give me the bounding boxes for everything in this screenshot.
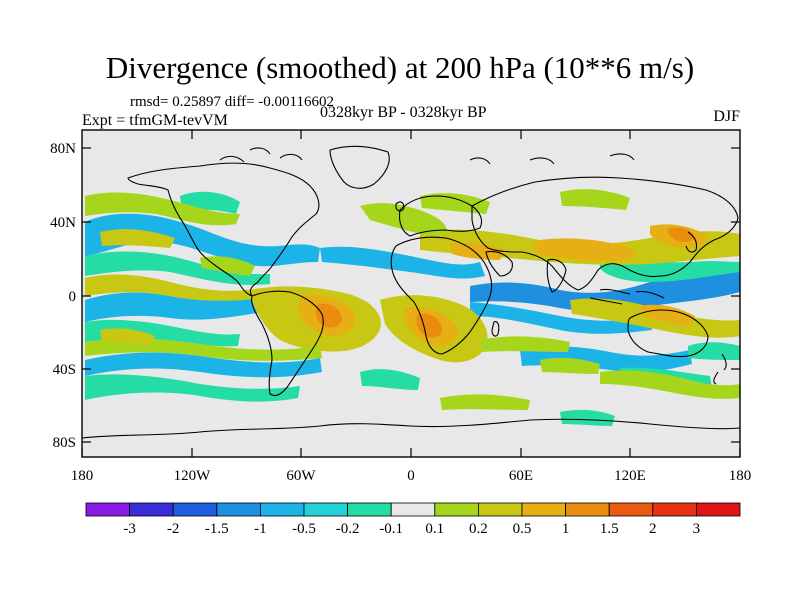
coast-arctic-islands <box>219 147 635 165</box>
lon-label-0: 0 <box>407 468 415 484</box>
colorbar-swatch <box>85 502 130 517</box>
pos-peak-south-america <box>316 303 342 328</box>
coast-africa <box>390 236 493 355</box>
coast-madagascar <box>491 321 500 337</box>
colorbar-swatch <box>521 502 566 517</box>
colorbar-label: -3 <box>123 521 136 537</box>
colorbar-label: 0.1 <box>425 521 444 537</box>
coast-japan <box>685 231 698 253</box>
colorbar-swatch <box>303 502 348 517</box>
divergence-field <box>85 189 740 426</box>
colorbar-swatch <box>259 502 305 517</box>
lon-label-120e: 120E <box>614 468 646 484</box>
colorbar-label: 0.2 <box>469 521 488 537</box>
colorbar <box>85 502 741 517</box>
neg-patch-south-pacific-east <box>688 342 740 360</box>
neg-band-north-pacific <box>85 213 320 267</box>
coast-indonesia <box>589 288 665 305</box>
neg-patch-indo <box>600 258 740 282</box>
colorbar-label: -0.2 <box>336 521 360 537</box>
lon-label-180e: 180 <box>729 468 752 484</box>
pos-band-southern-east <box>600 370 740 399</box>
axis-ticks <box>81 130 741 457</box>
coast-australia <box>627 309 709 358</box>
colorbar-label: -0.5 <box>292 521 316 537</box>
colorbar-label: 2 <box>649 521 657 537</box>
colorbar-swatch <box>652 502 697 517</box>
colorbar-label: 1 <box>562 521 570 537</box>
pos-core-middle-east <box>450 242 505 260</box>
pos-band-north-pacific-warm <box>100 229 175 248</box>
coast-arabia <box>485 250 513 277</box>
pos-band-north-pacific <box>85 192 240 226</box>
lat-label-40s: 40S <box>53 362 76 378</box>
pos-band-north-atlantic <box>360 203 447 236</box>
pos-core-asia <box>533 238 637 261</box>
colorbar-labels: -3 -2 -1.5 -1 -0.5 -0.2 -0.1 0.1 0.2 0.5 1 1.5 2 3 <box>123 521 700 537</box>
colorbar-swatch <box>216 502 261 517</box>
pos-peak-east-asia <box>668 227 694 243</box>
lat-label-0: 0 <box>69 289 77 305</box>
colorbar-label: -1 <box>254 521 267 537</box>
lat-label-80n: 80N <box>50 141 76 157</box>
lon-label-120w: 120W <box>174 468 212 484</box>
neg-band-eq-africa-light <box>470 302 652 334</box>
colorbar-swatch <box>608 502 654 517</box>
colorbar-swatch <box>477 502 523 517</box>
lat-label-80s: 80S <box>53 435 76 451</box>
lon-label-60w: 60W <box>286 468 316 484</box>
colorbar-label: -2 <box>167 521 180 537</box>
neg-band-southern-midlat-light <box>85 374 300 402</box>
colorbar-swatch <box>129 502 174 517</box>
coast-india <box>546 258 567 293</box>
colorbar-label: 1.5 <box>600 521 619 537</box>
stats-line: rmsd= 0.25897 diff= -0.00116602 <box>130 94 334 110</box>
colorbar-swatch <box>347 502 392 517</box>
coast-asia <box>471 176 739 291</box>
pos-peak-africa <box>416 313 443 338</box>
pos-patch-north-east-asia <box>560 189 630 210</box>
colorbar-label: 0.5 <box>513 521 532 537</box>
colorbar-swatch <box>390 502 436 517</box>
map-title: Divergence (smoothed) at 200 hPa (10**6 … <box>105 50 695 85</box>
lon-label-60e: 60E <box>509 468 533 484</box>
season-label: DJF <box>713 108 740 125</box>
coast-north-america <box>127 162 320 297</box>
coast-greenland <box>329 145 390 189</box>
coast-south-america <box>251 290 324 397</box>
colorbar-label: -0.1 <box>379 521 403 537</box>
experiment-label: Expt = tfmGM-tevVM <box>82 112 228 129</box>
neg-band-south-pacific-light <box>85 319 240 347</box>
pos-band-south-indian <box>480 336 570 352</box>
period-label: 0328kyr BP - 0328kyr BP <box>320 104 487 121</box>
coast-new-zealand <box>713 353 727 385</box>
neg-band-north-pacific-light <box>85 251 270 285</box>
colorbar-label: 3 <box>693 521 701 537</box>
neg-patch-antarctic-edge <box>560 409 615 426</box>
pos-band-subtropical-pacific <box>85 274 262 301</box>
coast-antarctica <box>82 418 740 439</box>
pos-patch-south-indian-ocean <box>540 357 600 374</box>
colorbar-swatch <box>172 502 218 517</box>
lat-label-40n: 40N <box>50 215 76 231</box>
colorbar-swatch <box>565 502 610 517</box>
lon-label-180w: 180 <box>71 468 94 484</box>
coast-uk <box>395 201 405 212</box>
neg-band-southern-midlat <box>85 352 322 378</box>
neg-patch-south-atlantic <box>360 369 420 390</box>
colorbar-label: -1.5 <box>205 521 229 537</box>
coastlines <box>82 145 740 439</box>
pos-patch-south-pacific <box>100 328 155 346</box>
pos-patch-high-south <box>440 394 530 410</box>
neg-band-atlantic <box>320 246 485 279</box>
pos-patch-east-pacific <box>200 256 255 276</box>
colorbar-swatch <box>434 502 479 517</box>
coast-europe <box>398 195 483 237</box>
colorbar-swatch <box>696 502 741 517</box>
